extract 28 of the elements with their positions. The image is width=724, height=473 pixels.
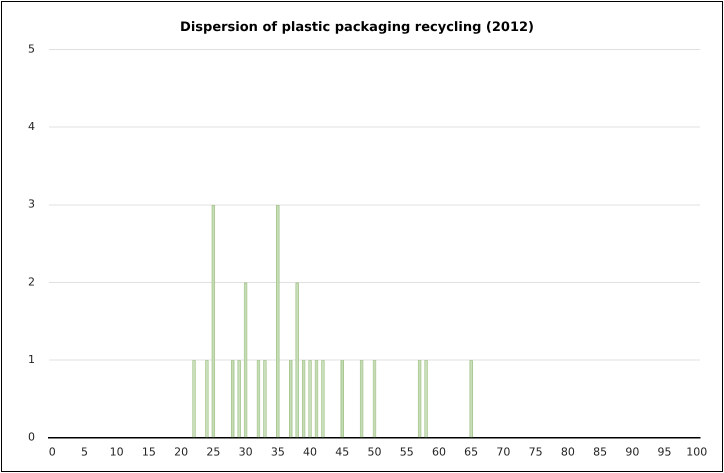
x-tick-label: 75 [528,445,543,458]
y-tick-label: 1 [28,353,35,366]
x-tick-label: 40 [303,445,318,458]
x-tick-label: 35 [270,445,285,458]
x-tick-label: 15 [142,445,156,458]
x-tick-label: 50 [368,445,382,458]
x-tick-label: 5 [80,445,88,458]
x-tick-label: 80 [560,445,575,458]
x-tick-label: 85 [593,445,608,458]
y-tick-label: 5 [28,42,35,56]
x-tick-label: 95 [658,445,672,458]
y-tick-label: 3 [28,198,35,211]
chart-title: Dispersion of plastic packaging recycling (2012) [180,20,534,36]
x-tick-label: 30 [238,445,253,458]
x-tick-label: 90 [625,445,640,458]
x-tick-label: 45 [335,445,350,458]
x-tick-label: 65 [464,445,478,458]
y-tick-label: 2 [28,275,35,288]
x-tick-label: 60 [432,445,446,458]
x-tick-label: 25 [206,445,220,458]
x-tick-label: 0 [48,445,56,458]
x-tick-label: 70 [496,445,510,458]
y-tick-label: 4 [28,120,35,134]
x-tick-label: 10 [110,445,124,458]
x-tick-label: 100 [686,445,708,458]
x-tick-label: 20 [174,445,188,458]
x-tick-label: 55 [400,445,414,458]
y-tick-label: 0 [28,430,35,444]
